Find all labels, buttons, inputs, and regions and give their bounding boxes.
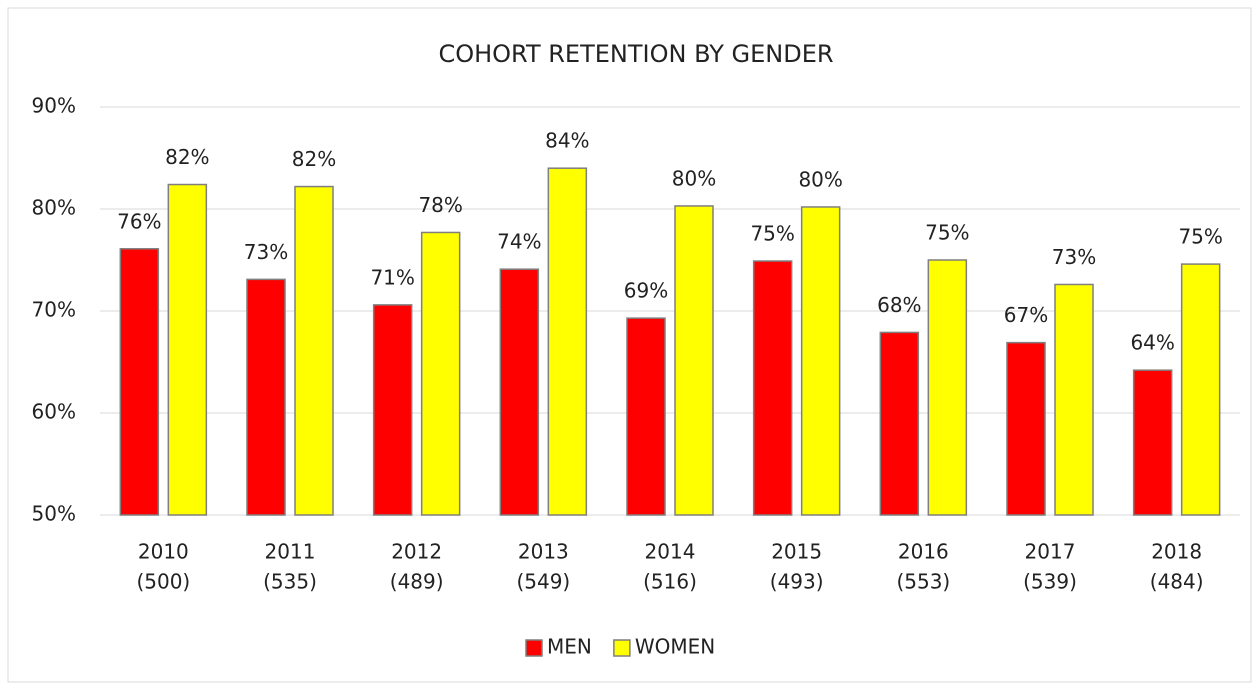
x-tick-label: 2014 bbox=[645, 540, 696, 564]
legend-label: MEN bbox=[547, 635, 592, 659]
x-tick-label: 2012 bbox=[391, 540, 442, 564]
x-tick-label: (553) bbox=[896, 570, 950, 594]
data-label: 68% bbox=[877, 293, 921, 317]
x-tick-label: (549) bbox=[516, 570, 570, 594]
data-label: 82% bbox=[292, 147, 336, 171]
bar bbox=[499, 268, 540, 516]
x-tick-label: (535) bbox=[263, 570, 317, 594]
data-label: 69% bbox=[624, 279, 668, 303]
bar bbox=[420, 231, 461, 516]
bar bbox=[1006, 341, 1046, 516]
data-label: 80% bbox=[672, 166, 716, 190]
y-tick-label: 90% bbox=[32, 94, 76, 118]
data-label: 75% bbox=[925, 221, 969, 245]
legend-swatch bbox=[525, 639, 543, 657]
legend-swatch bbox=[613, 639, 631, 657]
bar bbox=[752, 260, 793, 516]
x-tick-label: 2017 bbox=[1025, 540, 1076, 564]
x-tick-label: 2015 bbox=[771, 540, 822, 564]
x-tick-label: 2010 bbox=[138, 540, 189, 564]
bar bbox=[167, 183, 208, 516]
bar bbox=[879, 331, 920, 516]
data-label: 73% bbox=[244, 240, 288, 264]
x-tick-label: 2018 bbox=[1151, 540, 1202, 564]
data-label: 80% bbox=[798, 167, 842, 191]
bar bbox=[372, 304, 413, 516]
bar bbox=[1054, 283, 1094, 516]
data-label: 78% bbox=[418, 193, 462, 217]
chart-title: COHORT RETENTION BY GENDER bbox=[438, 40, 833, 68]
data-label: 74% bbox=[497, 230, 541, 254]
data-label: 76% bbox=[117, 209, 161, 233]
x-tick-label: 2013 bbox=[518, 540, 569, 564]
bar bbox=[294, 185, 334, 516]
x-tick-label: 2016 bbox=[898, 540, 949, 564]
y-tick-label: 80% bbox=[32, 196, 76, 220]
bar bbox=[119, 248, 160, 516]
data-label: 71% bbox=[370, 265, 414, 289]
x-tick-label: (516) bbox=[643, 570, 697, 594]
legend-label: WOMEN bbox=[635, 635, 715, 659]
x-tick-label: (489) bbox=[390, 570, 444, 594]
x-tick-label: (500) bbox=[136, 570, 190, 594]
x-tick-label: 2011 bbox=[265, 540, 316, 564]
bar bbox=[927, 259, 968, 516]
bar bbox=[800, 206, 841, 516]
bar bbox=[674, 205, 714, 516]
bar bbox=[1132, 369, 1173, 516]
data-label: 73% bbox=[1052, 245, 1096, 269]
data-label: 67% bbox=[1004, 303, 1048, 327]
y-tick-label: 50% bbox=[32, 502, 76, 526]
x-tick-label: (493) bbox=[770, 570, 824, 594]
bar bbox=[626, 317, 666, 516]
y-tick-label: 70% bbox=[32, 298, 76, 322]
x-tick-label: (484) bbox=[1150, 570, 1204, 594]
data-label: 64% bbox=[1130, 331, 1174, 355]
bar bbox=[547, 167, 588, 516]
data-label: 75% bbox=[750, 222, 794, 246]
data-label: 82% bbox=[165, 145, 209, 169]
bar bbox=[1180, 263, 1221, 516]
data-label: 84% bbox=[545, 129, 589, 153]
x-tick-label: (539) bbox=[1023, 570, 1077, 594]
y-tick-label: 60% bbox=[32, 400, 76, 424]
bar bbox=[246, 278, 286, 516]
data-label: 75% bbox=[1178, 225, 1222, 249]
